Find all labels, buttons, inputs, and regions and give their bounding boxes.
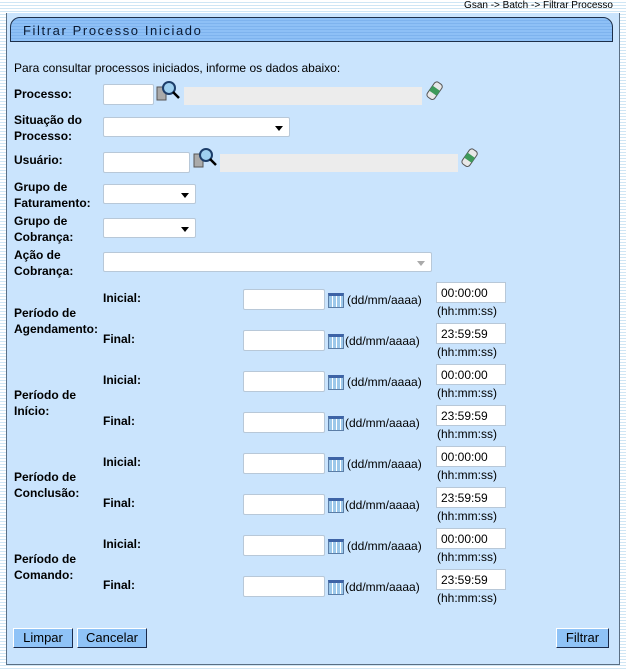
label-line2: Conclusão: <box>14 486 80 500</box>
filtrar-button[interactable]: Filtrar <box>556 628 609 648</box>
grupo-cobranca-select[interactable] <box>103 218 196 238</box>
magnifier-icon[interactable] <box>156 80 180 102</box>
periodo-label: Período de Comando: <box>14 551 76 583</box>
label-line1: Período de <box>14 388 77 402</box>
label-line2: Comando: <box>14 568 74 582</box>
processo-description <box>184 87 422 105</box>
final-label: Final: <box>103 332 135 346</box>
initial-label: Inicial: <box>103 373 142 387</box>
breadcrumb: Gsan -> Batch -> Filtrar Processo <box>464 0 613 11</box>
time-format-hint: (hh:mm:ss) <box>437 509 497 523</box>
label-line1: Grupo de <box>14 214 68 228</box>
final-date-input[interactable] <box>243 494 325 515</box>
label-line2: Cobrança: <box>14 230 74 244</box>
label-line1: Período de <box>14 552 77 566</box>
periodo-label: Período de Agendamento: <box>14 305 98 337</box>
label-line2: Cobrança: <box>14 264 74 278</box>
calendar-icon[interactable] <box>328 498 344 513</box>
date-format-hint: (dd/mm/aaaa) <box>347 539 422 553</box>
final-label: Final: <box>103 414 135 428</box>
periodo-label: Período de Conclusão: <box>14 469 79 501</box>
periodo-label: Período de Início: <box>14 387 76 419</box>
label-line1: Período de <box>14 470 77 484</box>
time-format-hint: (hh:mm:ss) <box>437 468 497 482</box>
calendar-icon[interactable] <box>328 416 344 431</box>
label-line1: Grupo de <box>14 180 68 194</box>
eraser-icon[interactable] <box>426 80 444 102</box>
processo-label: Processo: <box>14 87 73 101</box>
label-line1: Ação de <box>14 248 61 262</box>
label-line2: Agendamento: <box>14 322 98 336</box>
calendar-icon[interactable] <box>328 334 344 349</box>
final-time-input[interactable]: 23:59:59 <box>436 487 506 508</box>
final-time-input[interactable]: 23:59:59 <box>436 569 506 590</box>
final-date-input[interactable] <box>243 330 325 351</box>
limpar-button[interactable]: Limpar <box>13 628 73 648</box>
time-format-hint: (hh:mm:ss) <box>437 386 497 400</box>
usuario-input[interactable] <box>103 152 190 173</box>
grupo-faturamento-label: Grupo de Faturamento: <box>14 179 91 211</box>
situacao-label: Situação do Processo: <box>14 112 82 144</box>
final-time-input[interactable]: 23:59:59 <box>436 405 506 426</box>
time-format-hint: (hh:mm:ss) <box>437 550 497 564</box>
situacao-label-line1: Situação do <box>14 113 83 127</box>
initial-time-input[interactable]: 00:00:00 <box>436 282 506 303</box>
magnifier-icon[interactable] <box>193 147 217 169</box>
calendar-icon[interactable] <box>328 580 344 595</box>
label-line1: Período de <box>14 306 77 320</box>
situacao-label-line2: Processo: <box>14 129 73 143</box>
eraser-icon[interactable] <box>461 147 479 169</box>
date-format-hint: (dd/mm/aaaa) <box>347 375 422 389</box>
date-format-hint: (dd/mm/aaaa) <box>347 457 422 471</box>
initial-date-input[interactable] <box>243 371 325 392</box>
final-label: Final: <box>103 496 135 510</box>
label-line2: Faturamento: <box>14 196 91 210</box>
date-format-hint: (dd/mm/aaaa) <box>347 293 422 307</box>
final-time-input[interactable]: 23:59:59 <box>436 323 506 344</box>
date-format-hint: (dd/mm/aaaa) <box>345 580 420 594</box>
grupo-faturamento-select[interactable] <box>103 184 196 204</box>
situacao-select[interactable] <box>103 117 290 137</box>
acao-cobranca-label: Ação de Cobrança: <box>14 247 73 279</box>
time-format-hint: (hh:mm:ss) <box>437 304 497 318</box>
page-title: Filtrar Processo Iniciado <box>23 23 203 38</box>
final-label: Final: <box>103 578 135 592</box>
initial-date-input[interactable] <box>243 289 325 310</box>
time-format-hint: (hh:mm:ss) <box>437 345 497 359</box>
calendar-icon[interactable] <box>328 539 344 554</box>
grupo-cobranca-label: Grupo de Cobrança: <box>14 213 73 245</box>
calendar-icon[interactable] <box>328 375 344 390</box>
calendar-icon[interactable] <box>328 457 344 472</box>
cancelar-button[interactable]: Cancelar <box>77 628 147 648</box>
acao-cobranca-select[interactable] <box>103 252 432 272</box>
initial-time-input[interactable]: 00:00:00 <box>436 364 506 385</box>
panel-header: Filtrar Processo Iniciado <box>10 17 613 42</box>
initial-date-input[interactable] <box>243 453 325 474</box>
date-format-hint: (dd/mm/aaaa) <box>345 416 420 430</box>
initial-label: Inicial: <box>103 537 142 551</box>
final-date-input[interactable] <box>243 576 325 597</box>
intro-text: Para consultar processos iniciados, info… <box>14 61 341 75</box>
calendar-icon[interactable] <box>328 293 344 308</box>
usuario-description <box>220 154 458 172</box>
date-format-hint: (dd/mm/aaaa) <box>345 334 420 348</box>
label-line2: Início: <box>14 404 50 418</box>
initial-time-input[interactable]: 00:00:00 <box>436 528 506 549</box>
initial-date-input[interactable] <box>243 535 325 556</box>
processo-input[interactable] <box>103 84 154 105</box>
initial-label: Inicial: <box>103 291 142 305</box>
date-format-hint: (dd/mm/aaaa) <box>345 498 420 512</box>
time-format-hint: (hh:mm:ss) <box>437 427 497 441</box>
usuario-label: Usuário: <box>14 153 63 167</box>
initial-time-input[interactable]: 00:00:00 <box>436 446 506 467</box>
final-date-input[interactable] <box>243 412 325 433</box>
time-format-hint: (hh:mm:ss) <box>437 591 497 605</box>
initial-label: Inicial: <box>103 455 142 469</box>
